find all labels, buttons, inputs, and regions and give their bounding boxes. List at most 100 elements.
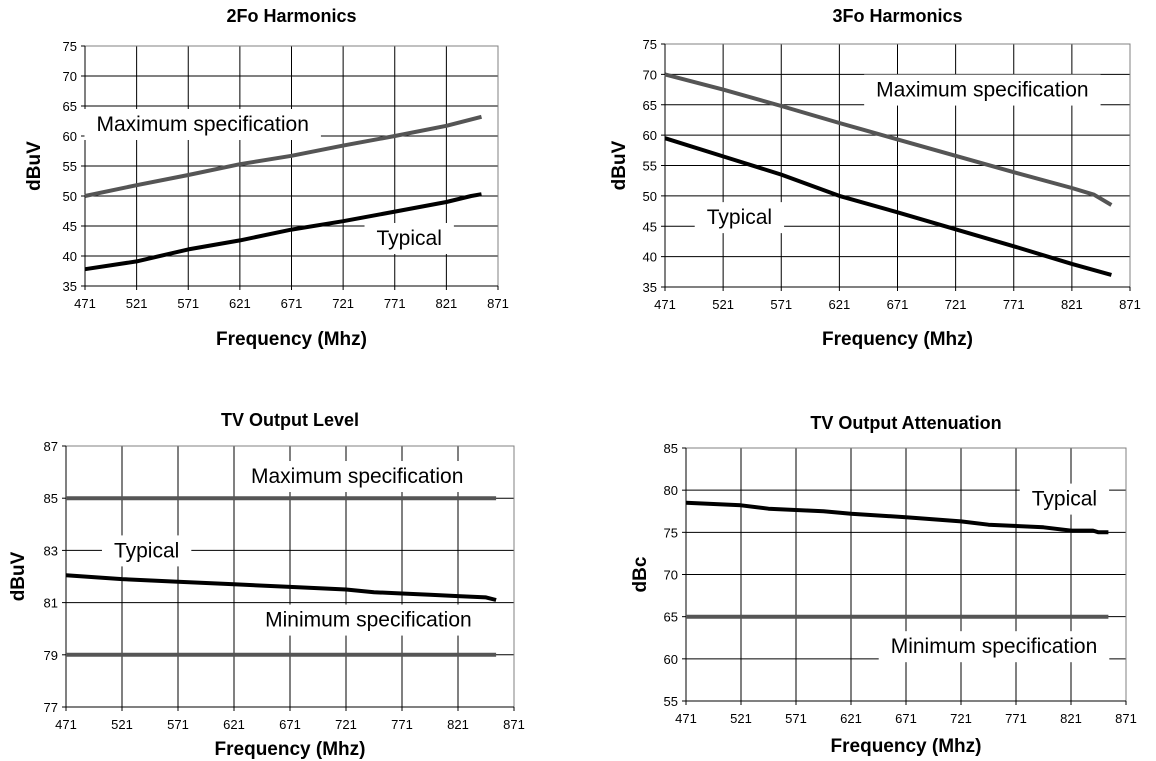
x-tick-label: 821	[1061, 297, 1083, 312]
series-line-typical	[65, 573, 497, 602]
annotation-typical: Typical	[1019, 483, 1110, 515]
x-tick-label: 721	[945, 297, 967, 312]
chart-2fo-harmonics: 2Fo Harmonics 35 40 45 50 55 60 65 70 75 471 521 571…	[24, 6, 509, 350]
annotation-label: Typical	[1032, 488, 1097, 511]
x-tick-label: 671	[281, 296, 303, 311]
y-tick-label: 60	[63, 129, 77, 144]
x-tick-label: 521	[730, 711, 752, 726]
annotation-label: Maximum specification	[876, 79, 1088, 102]
annotation-background	[878, 631, 1110, 663]
series-line-typical	[685, 500, 1109, 535]
y-tick-label: 55	[664, 694, 678, 709]
y-tick-label: 85	[44, 491, 58, 506]
annotation-label: Maximum specification	[97, 113, 309, 136]
y-tick-label: 60	[664, 652, 678, 667]
x-tick-label: 871	[503, 717, 525, 732]
x-tick-label: 671	[895, 711, 917, 726]
y-axis-title: dBuV	[8, 551, 29, 601]
y-tick-label: 80	[664, 483, 678, 498]
x-axis-title: Frequency (Mhz)	[216, 329, 367, 350]
x-tick-label: 721	[335, 717, 357, 732]
y-tick-label: 70	[63, 69, 77, 84]
y-tick-label: 40	[63, 249, 77, 264]
x-tick-label: 571	[167, 717, 189, 732]
x-tick-label: 671	[279, 717, 301, 732]
annotation-label: Typical	[707, 206, 772, 229]
x-tick-label: 471	[55, 717, 77, 732]
y-tick-label: 65	[643, 98, 657, 113]
x-tick-label: 521	[111, 717, 133, 732]
y-tick-label: 60	[643, 128, 657, 143]
y-tick-label: 35	[63, 279, 77, 294]
y-tick-label: 79	[44, 648, 58, 663]
annotation-label: Minimum specification	[891, 635, 1098, 658]
y-tick-label: 65	[664, 610, 678, 625]
x-tick-label: 871	[487, 296, 509, 311]
x-tick-label: 621	[829, 297, 851, 312]
chart-title: TV Output Level	[221, 410, 359, 430]
x-tick-label: 871	[1119, 297, 1141, 312]
x-axis-title: Frequency (Mhz)	[822, 329, 973, 350]
annotation-background	[253, 604, 484, 636]
y-axis-title: dBuV	[609, 140, 630, 190]
y-tick-label: 70	[643, 67, 657, 82]
y-tick-label: 87	[44, 439, 58, 454]
y-tick-label: 45	[643, 219, 657, 234]
x-tick-label: 471	[675, 711, 697, 726]
annotation-maximum-specification: Maximum specification	[84, 109, 321, 140]
y-tick-label: 40	[643, 250, 657, 265]
chart-title: TV Output Attenuation	[810, 413, 1001, 433]
x-axis-title: Frequency (Mhz)	[215, 739, 366, 760]
x-axis-title: Frequency (Mhz)	[831, 736, 982, 757]
y-tick-label: 65	[63, 99, 77, 114]
x-tick-label: 621	[223, 717, 245, 732]
series-line-maximum-specification	[664, 72, 1113, 207]
x-tick-label: 521	[126, 296, 148, 311]
x-tick-label: 871	[1115, 711, 1137, 726]
annotation-maximum-specification: Maximum specification	[864, 74, 1101, 106]
y-tick-label: 75	[643, 37, 657, 52]
x-tick-label: 621	[840, 711, 862, 726]
y-axis-title: dBc	[630, 556, 651, 592]
x-tick-label: 721	[950, 711, 972, 726]
y-tick-label: 55	[63, 159, 77, 174]
x-tick-label: 571	[770, 297, 792, 312]
x-tick-label: 521	[712, 297, 734, 312]
series-line-typical	[84, 192, 482, 272]
y-tick-label: 85	[664, 441, 678, 456]
annotation-typical: Typical	[364, 223, 454, 254]
y-tick-label: 77	[44, 700, 58, 715]
x-tick-label: 821	[447, 717, 469, 732]
y-tick-label: 75	[63, 39, 77, 54]
x-tick-label: 571	[177, 296, 199, 311]
series-line-typical	[664, 136, 1112, 277]
annotation-background	[1019, 483, 1110, 515]
annotation-label: Typical	[114, 539, 179, 562]
annotation-background	[238, 461, 476, 493]
annotation-background	[864, 74, 1101, 106]
chart-title: 2Fo Harmonics	[226, 6, 356, 26]
chart-tv-output-level: TV Output Level 77 79 81 83 85 87 471 521 571 621 6…	[8, 410, 525, 760]
series-line-maximum-specification	[84, 114, 482, 198]
x-tick-label: 671	[887, 297, 909, 312]
x-tick-label: 571	[785, 711, 807, 726]
chart-tv-output-attenuation: TV Output Attenuation 55 60 65 70 75 80 85 471 52…	[630, 413, 1137, 757]
x-tick-label: 771	[1003, 297, 1025, 312]
annotation-background	[364, 223, 454, 254]
y-tick-label: 70	[664, 568, 678, 583]
annotation-background	[101, 535, 192, 567]
x-tick-label: 821	[1060, 711, 1082, 726]
chart-title: 3Fo Harmonics	[832, 6, 962, 26]
y-tick-label: 81	[44, 596, 58, 611]
x-tick-label: 771	[391, 717, 413, 732]
y-tick-label: 83	[44, 543, 58, 558]
y-tick-label: 75	[664, 525, 678, 540]
annotation-minimum-specification: Minimum specification	[253, 604, 484, 636]
annotation-background	[694, 202, 785, 234]
x-tick-label: 721	[332, 296, 354, 311]
x-tick-label: 471	[74, 296, 96, 311]
annotation-typical: Typical	[694, 202, 785, 234]
annotation-label: Maximum specification	[251, 465, 463, 488]
x-tick-label: 621	[229, 296, 251, 311]
x-tick-label: 771	[1005, 711, 1027, 726]
